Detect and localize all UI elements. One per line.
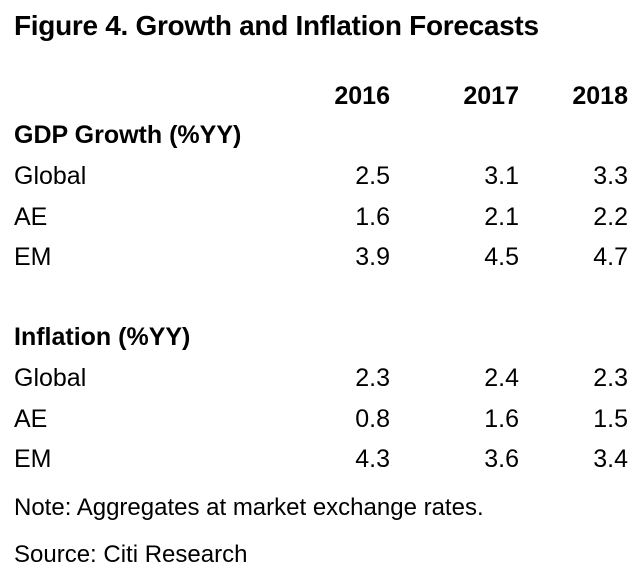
table-cell: 1.6 [484,404,519,433]
table-cell: 1.5 [593,404,628,433]
table-cell: 2.3 [355,364,390,392]
row-label: AE [14,202,48,231]
column-header: 2018 [572,82,628,110]
note-text: Note: Aggregates at market exchange rate… [14,494,484,521]
table-cell: 2.5 [355,162,390,190]
table-cell: 2.4 [484,364,519,392]
row-label: EM [14,243,52,271]
table-cell: 1.6 [355,202,390,231]
row-label: EM [14,445,52,473]
source-text: Source: Citi Research [14,541,248,568]
table-cell: 3.4 [593,445,628,473]
table-cell: 4.7 [593,243,628,271]
table-cell: 0.8 [355,404,390,433]
column-header: 2016 [334,82,390,110]
table-cell: 4.3 [355,445,390,473]
row-label: Global [14,162,87,190]
table-cell: 2.1 [484,202,519,231]
row-label: Global [14,364,87,392]
table-cell: 4.5 [484,243,519,271]
column-header: 2017 [463,82,519,110]
table-cell: 3.6 [484,445,519,473]
section-header: GDP Growth (%YY) [14,121,242,149]
table-cell: 3.3 [593,162,628,190]
table-cell: 2.3 [593,364,628,392]
section-header: Inflation (%YY) [14,323,191,351]
table-cell: 3.9 [355,243,390,271]
figure-title: Figure 4. Growth and Inflation Forecasts [14,10,539,41]
table-cell: 3.1 [484,162,519,190]
row-label: AE [14,404,48,433]
table-cell: 2.2 [593,202,628,231]
